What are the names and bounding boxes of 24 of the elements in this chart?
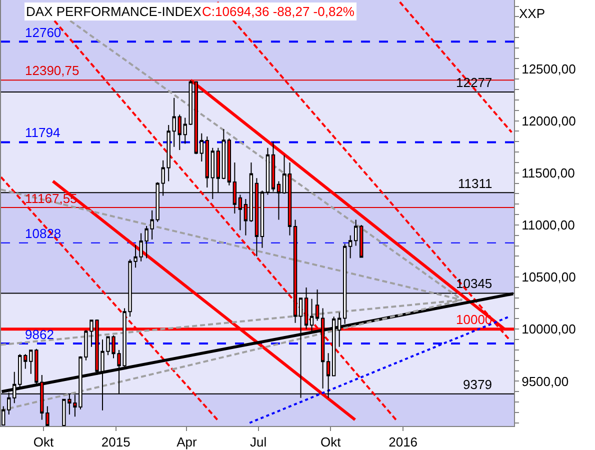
ref-line-label: 11794 <box>25 125 60 140</box>
x-tick-label: Jul <box>250 434 267 450</box>
chart-title: DAX PERFORMANCE-INDEX <box>26 4 202 19</box>
chart-subtitle: C:10694,36 -88,27 -0,82% <box>202 4 355 19</box>
ref-line-label: 10345 <box>456 276 492 291</box>
x-tick-label: 2015 <box>101 434 130 450</box>
ref-line-label: 12390,75 <box>25 63 80 78</box>
y-axis-title: XXP <box>519 6 546 21</box>
x-tick-label: Apr <box>176 434 198 450</box>
y-tick-label: 10000,00 <box>522 322 576 337</box>
y-tick-label: 9500,00 <box>522 374 569 389</box>
y-tick-label: 10500,00 <box>522 270 576 285</box>
x-tick-label: Okt <box>33 434 54 450</box>
ref-line-label: 11311 <box>458 176 492 191</box>
x-tick-label: 2016 <box>388 434 418 450</box>
ref-line-label: 12760 <box>25 25 62 40</box>
x-tick-label: Okt <box>320 434 342 450</box>
y-tick-label: 11000,00 <box>522 218 575 233</box>
ref-line-label: 9862 <box>25 327 54 342</box>
y-tick-label: 11500,00 <box>522 165 575 180</box>
y-tick-label: 12000,00 <box>522 113 576 128</box>
ref-line-label: 10828 <box>25 226 62 241</box>
ref-line-label: 9379 <box>463 377 492 392</box>
y-tick-label: 12500,00 <box>522 61 576 76</box>
